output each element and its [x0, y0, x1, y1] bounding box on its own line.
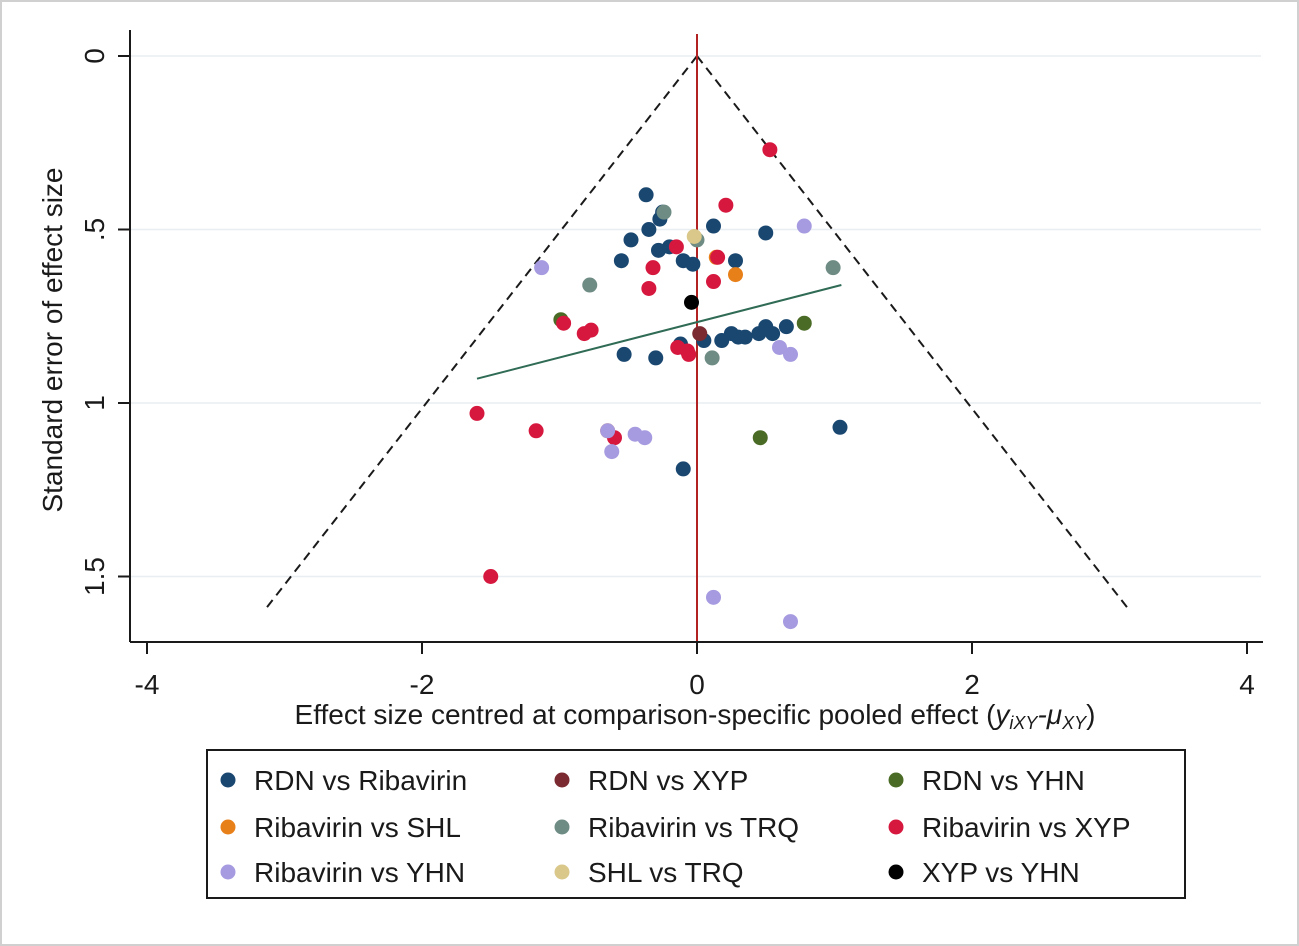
point-series-5-9 — [576, 326, 592, 342]
point-series-6-0 — [796, 218, 812, 234]
point-series-0-11 — [728, 253, 743, 269]
point-series-5-12 — [681, 346, 697, 362]
point-series-5-1 — [718, 197, 734, 213]
point-series-0-5 — [613, 253, 629, 269]
point-series-5-7 — [556, 315, 572, 331]
point-series-5-6 — [641, 280, 657, 296]
x-axis-title-y: y — [993, 699, 1011, 730]
point-series-5-3 — [710, 249, 726, 265]
point-series-4-2 — [582, 277, 598, 293]
x-tick-label-0: -4 — [135, 669, 160, 700]
point-series-4-3 — [825, 260, 841, 276]
legend-marker-5 — [888, 819, 904, 835]
legend-marker-0 — [220, 772, 236, 788]
point-series-6-2 — [772, 339, 787, 355]
x-axis-title-mu: μ — [1046, 699, 1062, 730]
y-axis-title: Standard error of effect size — [37, 168, 68, 513]
legend-box — [206, 749, 1186, 899]
point-series-5-16 — [483, 569, 499, 584]
legend-label-6: Ribavirin vs YHN — [254, 857, 465, 888]
data-points — [469, 142, 848, 630]
x-tick-label-3: 2 — [964, 669, 980, 700]
legend: RDN vs Ribavirin RDN vs XYP RDN vs YHN Riba… — [206, 749, 1186, 899]
legend-label-1: RDN vs XYP — [588, 765, 748, 796]
point-series-6-1 — [534, 260, 550, 276]
y-tick-label-1: .5 — [79, 218, 110, 241]
legend-marker-4 — [554, 819, 570, 835]
x-axis-title-sep: - — [1037, 699, 1046, 730]
point-series-6-4 — [600, 423, 616, 439]
point-series-8-0 — [684, 294, 699, 310]
point-series-0-3 — [641, 222, 657, 237]
legend-marker-2 — [888, 772, 904, 788]
point-series-0-25 — [832, 419, 848, 435]
legend-marker-3 — [220, 819, 236, 835]
legend-marker-7 — [554, 864, 570, 880]
point-series-6-6 — [637, 430, 653, 446]
legend-label-0: RDN vs Ribavirin — [254, 765, 467, 796]
point-series-2-2 — [752, 430, 768, 446]
x-axis-title-sub2: XY — [1061, 713, 1088, 733]
legend-label-2: RDN vs YHN — [922, 765, 1085, 796]
point-series-0-13 — [616, 346, 632, 362]
point-series-5-4 — [645, 260, 661, 276]
legend-label-4: Ribavirin vs TRQ — [588, 812, 799, 843]
point-series-5-2 — [668, 239, 684, 255]
point-series-5-5 — [706, 274, 721, 290]
y-tick-label-0: 0 — [79, 48, 110, 64]
point-series-7-0 — [686, 228, 702, 244]
point-series-1-0 — [692, 326, 708, 342]
y-tick-label-2: 1 — [79, 395, 110, 411]
point-series-0-9 — [685, 256, 701, 272]
x-tick-label-2: 0 — [689, 669, 705, 700]
x-axis-title: Effect size centred at comparison-specif… — [295, 699, 1096, 733]
point-series-2-1 — [796, 315, 812, 331]
point-series-5-13 — [469, 405, 485, 421]
legend-marker-8 — [888, 864, 904, 880]
point-series-4-0 — [656, 204, 672, 220]
point-series-0-24 — [778, 319, 794, 335]
legend-label-5: Ribavirin vs XYP — [922, 812, 1131, 843]
legend-marker-6 — [220, 864, 236, 880]
x-axis-title-close: ) — [1086, 699, 1095, 730]
point-series-0-26 — [675, 461, 691, 477]
x-axis-title-sub1: iXY — [1009, 713, 1039, 733]
point-series-6-7 — [604, 444, 620, 460]
point-series-4-4 — [704, 350, 720, 366]
point-series-0-14 — [648, 350, 664, 366]
point-series-0-0 — [638, 187, 654, 203]
fit-line — [476, 284, 842, 380]
point-series-0-10 — [706, 218, 721, 234]
legend-label-7: SHL vs TRQ — [588, 857, 744, 888]
point-series-6-9 — [783, 614, 798, 630]
x-tick-label-4: 4 — [1239, 669, 1255, 700]
point-series-3-1 — [728, 267, 743, 283]
legend-label-8: XYP vs YHN — [922, 857, 1080, 888]
funnel-boundaries — [263, 55, 1131, 612]
point-series-6-8 — [706, 589, 721, 605]
x-axis-title-text: Effect size centred at comparison-specif… — [295, 699, 997, 730]
point-series-5-0 — [762, 142, 778, 158]
funnel-right-boundary — [696, 55, 1131, 612]
legend-marker-1 — [554, 772, 570, 788]
point-series-0-20 — [737, 329, 753, 345]
tick-marks: -4 -2 0 2 4 0 .5 1 1.5 — [79, 48, 1255, 700]
point-series-6-3 — [783, 346, 798, 362]
funnel-left-boundary — [263, 55, 698, 612]
legend-label-3: Ribavirin vs SHL — [254, 812, 461, 843]
point-series-0-23 — [765, 326, 781, 342]
point-series-5-14 — [528, 423, 544, 439]
y-tick-label-3: 1.5 — [79, 557, 110, 596]
point-series-0-4 — [623, 232, 639, 248]
point-series-0-12 — [758, 225, 774, 241]
x-tick-label-1: -2 — [410, 669, 435, 700]
